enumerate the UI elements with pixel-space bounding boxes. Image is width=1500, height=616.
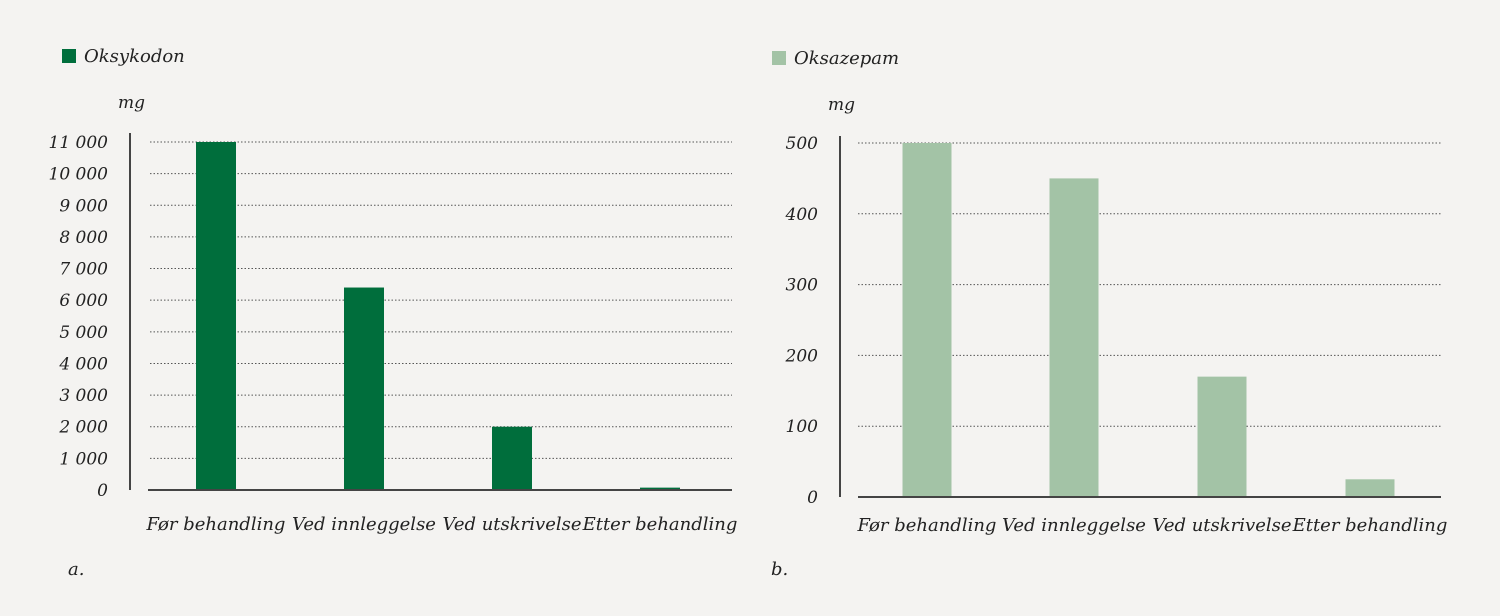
y-tick-label: 9 000 [59, 196, 108, 216]
y-tick-label: 400 [785, 205, 819, 225]
legend-label: Oksykodon [84, 46, 185, 67]
bar-1 [196, 142, 236, 490]
y-tick-label: 1 000 [59, 449, 108, 469]
y-tick-label: 2 000 [58, 418, 108, 438]
x-tick-label: Ved innleggelse [292, 514, 436, 535]
y-tick-label: 5 000 [59, 323, 108, 343]
bar-4 [1345, 479, 1395, 497]
y-tick-label: 3 000 [59, 386, 108, 406]
y-tick-label: 8 000 [59, 228, 108, 248]
bar-4 [640, 487, 680, 490]
bar-3 [492, 426, 532, 490]
bar-3 [1197, 376, 1247, 497]
y-tick-label: 4 000 [58, 354, 108, 374]
panel-label: b. [771, 559, 788, 580]
x-tick-label: Før behandling [146, 514, 286, 535]
y-tick-label: 100 [786, 417, 819, 437]
y-tick-label: 500 [786, 134, 819, 154]
x-tick-label: Etter behandling [1292, 515, 1448, 536]
x-tick-label: Etter behandling [582, 514, 738, 535]
y-tick-label: 11 000 [49, 133, 109, 153]
y-tick-label: 300 [786, 276, 819, 296]
bar-2 [344, 287, 384, 490]
y-tick-label: 7 000 [59, 260, 108, 280]
x-tick-label: Før behandling [857, 515, 997, 536]
bar-1 [902, 143, 952, 497]
x-tick-label: Ved utskrivelse [1152, 515, 1291, 536]
x-tick-label: Ved utskrivelse [442, 514, 581, 535]
y-axis-unit-label: mg [118, 93, 145, 113]
y-axis-unit-label: mg [828, 95, 855, 115]
x-tick-label: Ved innleggelse [1002, 515, 1146, 536]
bar-2 [1049, 178, 1099, 497]
panel-label: a. [68, 559, 84, 580]
y-tick-label: 6 000 [59, 291, 108, 311]
legend-label: Oksazepam [794, 48, 899, 69]
y-tick-label: 10 000 [49, 165, 109, 185]
legend-swatch [772, 51, 786, 65]
legend-swatch [62, 49, 76, 63]
y-tick-label: 0 [97, 481, 108, 501]
y-tick-label: 0 [807, 488, 818, 508]
y-tick-label: 200 [785, 346, 819, 366]
